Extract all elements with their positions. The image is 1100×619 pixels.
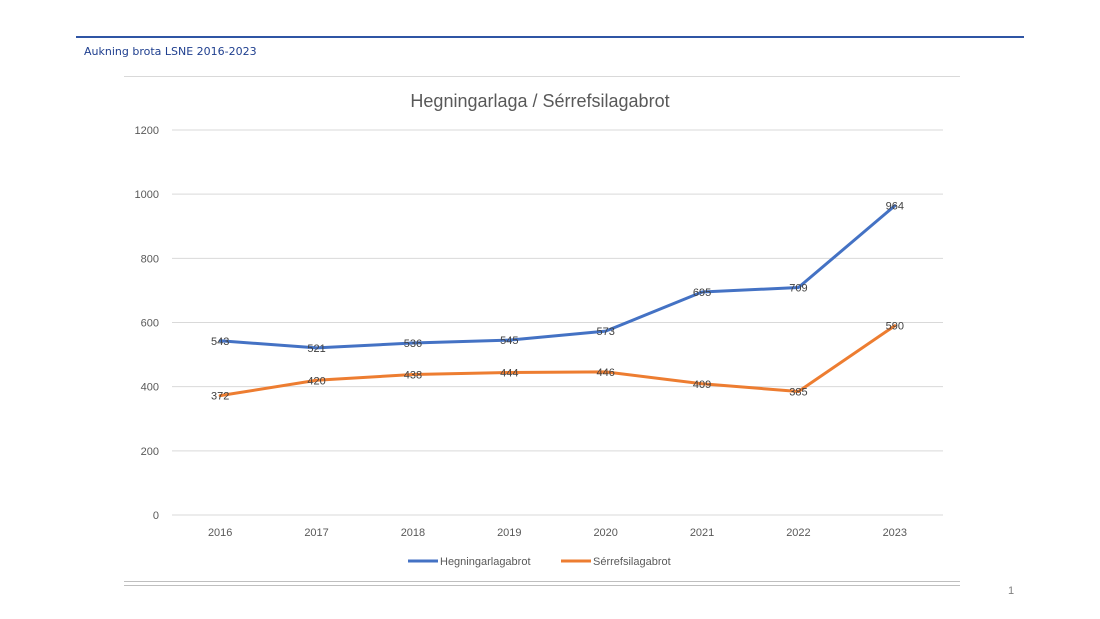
data-label: 709	[789, 283, 807, 295]
legend-label: Sérrefsilagabrot	[593, 556, 671, 568]
x-tick-label: 2021	[690, 527, 714, 539]
series-lines	[218, 204, 897, 398]
y-tick-label: 400	[141, 382, 159, 394]
y-tick-label: 1200	[135, 125, 159, 137]
data-labels: 543 521 536 545 573 695 709 964 372 420 438 444 446 4…	[211, 201, 904, 403]
gridlines	[172, 129, 943, 516]
page-number: 1	[1008, 585, 1015, 597]
legend: Hegningarlagabrot Sérrefsilagabrot	[408, 556, 671, 568]
slide-header: Aukning brota LSNE 2016-2023	[84, 45, 257, 58]
header-rule	[76, 36, 1024, 38]
x-tick-label: 2019	[497, 527, 521, 539]
y-axis-tick-labels: 0 200 400 600 800 1000 1200	[135, 125, 159, 522]
chart-title: Hegningarlaga / Sérrefsilagabrot	[410, 91, 669, 111]
x-tick-label: 2018	[401, 527, 425, 539]
legend-label: Hegningarlagabrot	[440, 556, 531, 568]
x-tick-label: 2020	[593, 527, 617, 539]
data-label: 543	[211, 336, 229, 348]
x-axis-tick-labels: 2016 2017 2018 2019 2020 2021 2022 2023	[208, 527, 907, 539]
data-label: 444	[500, 368, 518, 380]
data-label: 545	[500, 335, 518, 347]
y-tick-label: 1000	[135, 189, 159, 201]
x-tick-label: 2022	[786, 527, 810, 539]
data-label: 573	[597, 326, 615, 338]
data-label: 536	[404, 338, 422, 350]
x-tick-label: 2016	[208, 527, 232, 539]
y-tick-label: 600	[141, 318, 159, 330]
y-tick-label: 200	[141, 446, 159, 458]
data-label: 695	[693, 287, 711, 299]
bottom-rule	[124, 581, 960, 586]
data-label: 438	[404, 369, 422, 381]
data-label: 521	[307, 343, 325, 355]
data-label: 446	[597, 367, 615, 379]
data-label: 409	[693, 379, 711, 391]
data-label: 372	[211, 391, 229, 403]
data-label: 385	[789, 386, 807, 398]
y-tick-label: 800	[141, 253, 159, 265]
series-line	[218, 204, 897, 350]
y-tick-label: 0	[153, 510, 159, 522]
data-label: 420	[307, 375, 325, 387]
series-line	[218, 324, 897, 398]
data-label: 590	[886, 321, 904, 333]
data-label: 964	[886, 201, 904, 213]
chart-frame	[124, 76, 960, 587]
x-tick-label: 2023	[883, 527, 907, 539]
x-tick-label: 2017	[304, 527, 328, 539]
